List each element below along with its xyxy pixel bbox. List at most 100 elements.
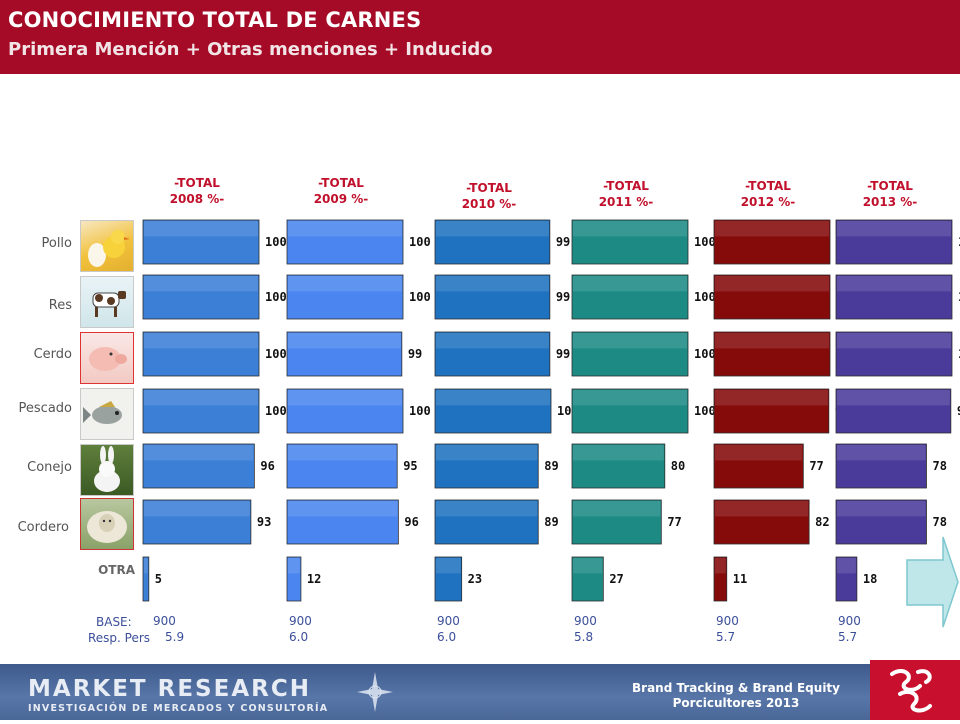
series-header-1: -TOTAL	[318, 176, 364, 190]
value-label-0-4: 96	[260, 459, 274, 473]
value-label-5-4: 78	[932, 459, 946, 473]
value-label-3-4: 80	[671, 459, 685, 473]
series-header-0: -TOTAL	[174, 176, 220, 190]
bar-highlight-4-4	[715, 445, 803, 461]
bar-0-6	[142, 556, 150, 602]
value-label-2-0: 99	[556, 235, 570, 249]
resp-value-5: 5.7	[838, 630, 857, 644]
bar-2-6	[434, 556, 463, 602]
series-header-year-1: 2009 %-	[314, 192, 369, 206]
bar-3-1	[571, 274, 689, 320]
bar-highlight-4-2	[715, 333, 829, 349]
resp-value-1: 6.0	[289, 630, 308, 644]
value-label-2-6: 23	[468, 572, 482, 586]
bar-highlight-3-3	[573, 390, 687, 406]
bar-5-6	[835, 556, 858, 602]
bar-highlight-5-6	[837, 558, 856, 574]
bar-1-1	[286, 274, 404, 320]
value-label-3-3: 100	[694, 404, 716, 418]
bar-2-0	[434, 219, 551, 265]
bar-1-5	[286, 499, 399, 545]
bar-4-5	[713, 499, 810, 545]
bar-highlight-5-0	[837, 221, 951, 237]
base-label: BASE:	[96, 615, 132, 629]
bar-0-0	[142, 219, 260, 265]
bar-1-0	[286, 219, 404, 265]
bar-4-3	[713, 388, 830, 434]
page-subtitle: Primera Mención + Otras menciones + Indu…	[8, 39, 493, 60]
bar-2-1	[434, 274, 551, 320]
row-label-conejo: Conejo	[27, 460, 72, 475]
bar-5-4	[835, 443, 927, 489]
row-label-res: Res	[48, 298, 72, 313]
value-label-0-2: 100	[265, 347, 287, 361]
bar-highlight-4-3	[715, 390, 828, 406]
bar-0-5	[142, 499, 252, 545]
bar-highlight-5-1	[837, 276, 951, 292]
bar-4-2	[713, 331, 831, 377]
value-label-1-0: 100	[409, 235, 431, 249]
bar-highlight-5-5	[837, 501, 926, 517]
value-label-4-6: 11	[733, 572, 747, 586]
value-label-1-5: 96	[404, 515, 418, 529]
header-bar: CONOCIMIENTO TOTAL DE CARNES Primera Men…	[0, 0, 960, 74]
page-title: CONOCIMIENTO TOTAL DE CARNES	[8, 8, 422, 32]
value-label-2-5: 89	[544, 515, 558, 529]
bar-3-6	[571, 556, 604, 602]
base-value-4: 900	[716, 614, 739, 628]
bar-highlight-2-6	[436, 558, 461, 574]
bar-3-4	[571, 443, 666, 489]
resp-value-4: 5.7	[716, 630, 735, 644]
series-header-4: -TOTAL	[745, 179, 791, 193]
next-arrow-icon[interactable]	[905, 535, 960, 634]
value-label-2-4: 89	[544, 459, 558, 473]
series-header-5: -TOTAL	[867, 179, 913, 193]
value-label-0-5: 93	[257, 515, 271, 529]
value-label-1-4: 95	[403, 459, 417, 473]
series-header-year-2: 2010 %-	[462, 197, 517, 211]
bar-5-2	[835, 331, 953, 377]
bar-3-3	[571, 388, 689, 434]
value-label-5-6: 18	[863, 572, 877, 586]
bar-5-1	[835, 274, 953, 320]
bar-highlight-1-5	[288, 501, 398, 517]
value-label-5-5: 78	[932, 515, 946, 529]
bar-highlight-2-0	[436, 221, 549, 237]
value-label-1-1: 100	[409, 290, 431, 304]
bar-2-2	[434, 331, 551, 377]
value-label-1-2: 99	[408, 347, 422, 361]
brand-name: MARKET RESEARCH	[28, 676, 311, 702]
bar-0-1	[142, 274, 260, 320]
value-label-4-4: 77	[809, 459, 823, 473]
bar-highlight-1-4	[288, 445, 397, 461]
bar-highlight-0-5	[144, 501, 250, 517]
value-label-3-6: 27	[609, 572, 623, 586]
row-label-pollo: Pollo	[41, 236, 72, 251]
series-header-3: -TOTAL	[603, 179, 649, 193]
footer-bar: MARKET RESEARCH INVESTIGACIÓN DE MERCADO…	[0, 664, 870, 720]
bar-highlight-2-2	[436, 333, 549, 349]
bar-highlight-5-4	[837, 445, 926, 461]
bar-highlight-2-3	[436, 390, 550, 406]
bar-0-3	[142, 388, 260, 434]
footer-project: Brand Tracking & Brand Equity	[632, 681, 840, 695]
bar-highlight-5-3	[837, 390, 950, 406]
resp-value-0: 5.9	[165, 630, 184, 644]
value-label-2-2: 99	[556, 347, 570, 361]
bar-3-2	[571, 331, 689, 377]
bar-highlight-4-0	[715, 221, 829, 237]
bar-highlight-3-6	[573, 558, 603, 574]
bar-3-5	[571, 499, 662, 545]
value-label-5-1: 100	[958, 290, 960, 304]
value-label-2-1: 99	[556, 290, 570, 304]
chick-egg-image	[80, 220, 134, 272]
bar-highlight-1-2	[288, 333, 401, 349]
bar-highlight-1-0	[288, 221, 402, 237]
value-label-0-3: 100	[265, 404, 287, 418]
brand-subtitle: INVESTIGACIÓN DE MERCADOS Y CONSULTORÍA	[28, 703, 329, 714]
series-header-2: -TOTAL	[466, 181, 512, 195]
bar-highlight-0-3	[144, 390, 258, 406]
bar-4-4	[713, 443, 804, 489]
series-header-year-4: 2012 %-	[741, 195, 796, 209]
row-label-pescado: Pescado	[18, 401, 72, 416]
